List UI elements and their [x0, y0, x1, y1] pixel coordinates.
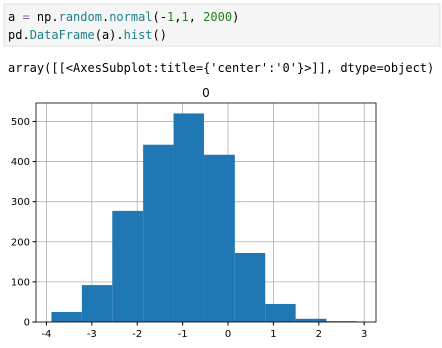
code-token: , [189, 10, 203, 24]
bar [265, 303, 296, 322]
x-tick-label: 3 [361, 329, 367, 340]
code-token: hist [124, 28, 153, 42]
code-token: ) [232, 10, 239, 24]
bar [143, 144, 174, 322]
bar [326, 321, 357, 322]
y-tick-label: 500 [11, 117, 30, 128]
code-token: np. [30, 10, 59, 24]
bar [234, 253, 266, 322]
bar [203, 154, 235, 322]
code-line: pd.DataFrame(a).hist() [8, 28, 167, 42]
code-token: () [153, 28, 167, 42]
x-tick-label: 1 [270, 329, 276, 340]
y-tick-label: 100 [11, 277, 30, 288]
output-text: array([[<AxesSubplot:title={'center':'0'… [8, 61, 434, 75]
y-tick-label: 0 [24, 318, 30, 329]
code-token: (a). [95, 28, 124, 42]
bar [81, 285, 113, 322]
code-token: 2000 [203, 10, 232, 24]
code-token: 1 [181, 10, 188, 24]
code-cell [3, 3, 441, 47]
code-line: a = np.random.normal(-1,1, 2000) [8, 10, 239, 24]
x-tick-label: 0 [225, 329, 231, 340]
code: a = np.random.normal(-1,1, 2000)pd.DataF… [8, 10, 239, 42]
code-token: normal [109, 10, 152, 24]
code-token: . [102, 10, 109, 24]
plot: 0 100 200 300 400 500 -4 -3 -2 -1 0 1 2 3 [11, 102, 377, 340]
code-token: (- [153, 10, 167, 24]
bar [51, 311, 82, 322]
y-tick-label: 200 [11, 237, 30, 248]
x-tick-label: -4 [41, 329, 51, 340]
x-tick-label: -3 [87, 329, 97, 340]
bar [112, 210, 144, 322]
x-tick-label: 2 [316, 329, 322, 340]
code-token: DataFrame [30, 28, 95, 42]
axes-frame [35, 102, 377, 323]
bar [173, 113, 204, 322]
code-token: pd. [8, 28, 30, 42]
chart-title: 0 [202, 86, 210, 100]
x-tick-label: -1 [178, 329, 188, 340]
code-token: = [22, 10, 29, 24]
x-tick-label: -2 [132, 329, 142, 340]
code-token: , [174, 10, 181, 24]
y-tick-label: 300 [11, 197, 30, 208]
code-token: 1 [167, 10, 174, 24]
code-token: random [59, 10, 102, 24]
y-tick-label: 400 [11, 157, 30, 168]
code-token: a [8, 10, 22, 24]
bar [295, 318, 327, 322]
